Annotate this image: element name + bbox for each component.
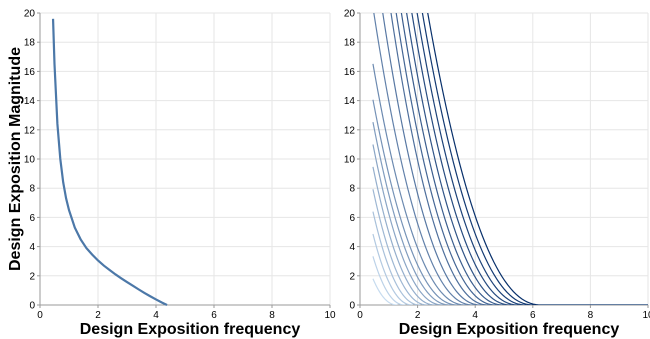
x-tick-label: 2 (415, 310, 421, 321)
series-line (372, 166, 436, 305)
x-tick-label: 6 (211, 310, 217, 321)
y-tick-label: 4 (29, 242, 35, 253)
series-line (400, 13, 504, 305)
series-line (372, 63, 466, 305)
x-tick-label: 0 (37, 310, 43, 321)
y-tick-label: 12 (344, 125, 356, 136)
y-tick-label: 12 (24, 125, 36, 136)
series-line (372, 121, 451, 305)
series-line (372, 278, 398, 305)
series-line (372, 189, 428, 305)
series-line (390, 13, 489, 305)
series-line (51, 18, 168, 306)
series-line (372, 144, 443, 305)
right-panel: 0 2 4 6 8 10 0 2 4 6 8 10 12 14 16 18 20 Design Expositio… (344, 9, 650, 339)
series-line (372, 233, 413, 305)
x-tick-label: 10 (324, 310, 336, 321)
curve-family (372, 13, 648, 305)
x-tick-label: 2 (95, 310, 101, 321)
series-line (411, 13, 519, 305)
y-tick-label: 10 (24, 155, 36, 166)
x-axis-title: Design Exposition frequency (80, 321, 301, 338)
y-tick-label: 0 (29, 301, 35, 312)
y-axis-title: Design Exposition Magnitude (7, 47, 24, 271)
x-tick-label: 6 (530, 310, 536, 321)
series-line (373, 13, 474, 305)
x-tick-label: 8 (588, 310, 594, 321)
y-tick-label: 8 (29, 184, 35, 195)
y-tick-label: 2 (349, 271, 355, 282)
series-line (372, 211, 421, 305)
y-tick-label: 8 (349, 184, 355, 195)
y-tick-label: 20 (24, 9, 36, 20)
series-line (427, 13, 648, 305)
series-line (372, 99, 459, 305)
y-tick-label: 18 (344, 38, 356, 49)
y-tick-label: 0 (349, 301, 355, 312)
x-tick-label: 10 (642, 310, 650, 321)
left-panel: 0 2 4 6 8 10 0 2 4 6 8 10 12 14 16 18 20 Design Expositio… (7, 9, 336, 339)
y-tick-label: 4 (349, 242, 355, 253)
y-tick-label: 16 (344, 67, 356, 78)
y-tick-label: 20 (344, 9, 356, 20)
y-tick-label: 10 (344, 155, 356, 166)
x-tick-label: 8 (269, 310, 275, 321)
series-line (395, 13, 496, 305)
series-line (421, 13, 534, 305)
x-tick-label: 4 (472, 310, 478, 321)
grid (39, 12, 331, 306)
grid (359, 12, 649, 306)
y-tick-label: 6 (349, 213, 355, 224)
y-tick-label: 2 (29, 271, 35, 282)
series-line (382, 13, 481, 305)
x-tick-label: 0 (357, 310, 363, 321)
series-line (416, 13, 527, 305)
x-tick-label: 4 (153, 310, 159, 321)
series-line (406, 13, 512, 305)
x-axis-title: Design Exposition frequency (399, 321, 620, 338)
series-line (372, 256, 406, 305)
y-tick-label: 14 (344, 96, 356, 107)
y-tick-label: 18 (24, 38, 36, 49)
y-tick-label: 16 (24, 67, 36, 78)
y-tick-label: 14 (24, 96, 36, 107)
y-tick-label: 6 (29, 213, 35, 224)
